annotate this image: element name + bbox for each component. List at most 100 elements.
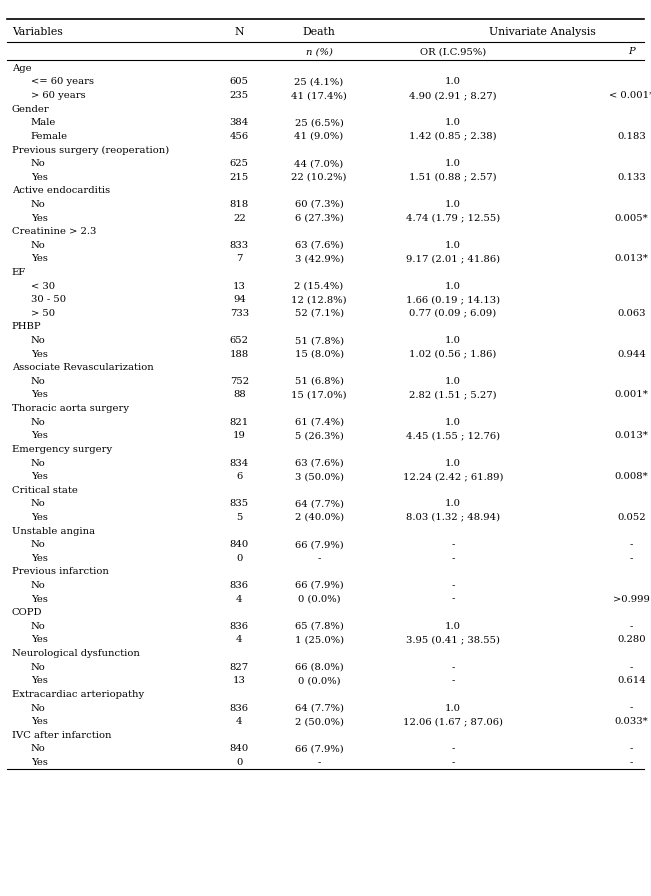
Text: 1.0: 1.0 (445, 159, 461, 168)
Text: 836: 836 (230, 622, 249, 631)
Text: Yes: Yes (31, 676, 48, 685)
Text: 456: 456 (230, 132, 249, 141)
Text: 5 (26.3%): 5 (26.3%) (295, 431, 344, 440)
Text: 4: 4 (236, 595, 243, 604)
Text: No: No (31, 336, 46, 345)
Text: 1.0: 1.0 (445, 459, 461, 468)
Text: No: No (31, 159, 46, 168)
Text: 733: 733 (230, 309, 249, 318)
Text: 836: 836 (230, 703, 249, 712)
Text: 605: 605 (230, 77, 249, 86)
Text: 0.005*: 0.005* (615, 213, 648, 222)
Text: 1.0: 1.0 (445, 703, 461, 712)
Text: > 60 years: > 60 years (31, 91, 85, 100)
Text: Female: Female (31, 132, 68, 141)
Text: 51 (7.8%): 51 (7.8%) (294, 336, 344, 345)
Text: No: No (31, 663, 46, 672)
Text: 0.944: 0.944 (617, 349, 646, 358)
Text: 30 - 50: 30 - 50 (31, 295, 66, 305)
Text: 0.614: 0.614 (617, 676, 646, 685)
Text: -: - (318, 758, 321, 767)
Text: -: - (630, 745, 633, 754)
Text: Yes: Yes (31, 391, 48, 400)
Text: Yes: Yes (31, 173, 48, 182)
Text: Yes: Yes (31, 472, 48, 481)
Text: No: No (31, 622, 46, 631)
Text: 1.0: 1.0 (445, 241, 461, 250)
Text: OR (I.C.95%): OR (I.C.95%) (420, 47, 486, 56)
Text: 835: 835 (230, 499, 249, 508)
Text: 818: 818 (230, 200, 249, 209)
Text: Previous surgery (reoperation): Previous surgery (reoperation) (12, 145, 169, 154)
Text: -: - (451, 758, 455, 767)
Text: 821: 821 (230, 418, 249, 426)
Text: -: - (630, 703, 633, 712)
Text: 1.66 (0.19 ; 14.13): 1.66 (0.19 ; 14.13) (406, 295, 500, 305)
Text: Yes: Yes (31, 554, 48, 563)
Text: 22: 22 (233, 213, 245, 222)
Text: Yes: Yes (31, 717, 48, 726)
Text: 3 (42.9%): 3 (42.9%) (294, 254, 344, 263)
Text: Male: Male (31, 118, 56, 127)
Text: -: - (451, 745, 455, 754)
Text: > 50: > 50 (31, 309, 55, 318)
Text: Creatinine > 2.3: Creatinine > 2.3 (12, 228, 96, 237)
Text: 9.17 (2.01 ; 41.86): 9.17 (2.01 ; 41.86) (406, 254, 500, 263)
Text: 0.008*: 0.008* (615, 472, 648, 481)
Text: 41 (9.0%): 41 (9.0%) (294, 132, 344, 141)
Text: 25 (6.5%): 25 (6.5%) (295, 118, 344, 127)
Text: 188: 188 (230, 349, 249, 358)
Text: 66 (7.9%): 66 (7.9%) (295, 540, 344, 549)
Text: No: No (31, 459, 46, 468)
Text: 3 (50.0%): 3 (50.0%) (295, 472, 344, 481)
Text: No: No (31, 581, 46, 590)
Text: 2 (50.0%): 2 (50.0%) (295, 717, 344, 726)
Text: 94: 94 (233, 295, 246, 305)
Text: 5: 5 (236, 513, 243, 522)
Text: 44 (7.0%): 44 (7.0%) (294, 159, 344, 168)
Text: 88: 88 (233, 391, 245, 400)
Text: -: - (451, 581, 455, 590)
Text: n (%): n (%) (306, 47, 333, 56)
Text: Active endocarditis: Active endocarditis (12, 186, 110, 195)
Text: Emergency surgery: Emergency surgery (12, 445, 112, 454)
Text: 12 (12.8%): 12 (12.8%) (291, 295, 347, 305)
Text: Previous infarction: Previous infarction (12, 567, 109, 576)
Text: 0 (0.0%): 0 (0.0%) (298, 676, 340, 685)
Text: 41 (17.4%): 41 (17.4%) (291, 91, 347, 100)
Text: No: No (31, 418, 46, 426)
Text: 4.45 (1.55 ; 12.76): 4.45 (1.55 ; 12.76) (406, 431, 500, 440)
Text: -: - (630, 554, 633, 563)
Text: < 30: < 30 (31, 281, 55, 290)
Text: 1.0: 1.0 (445, 418, 461, 426)
Text: 834: 834 (230, 459, 249, 468)
Text: 1.0: 1.0 (445, 118, 461, 127)
Text: No: No (31, 241, 46, 250)
Text: 752: 752 (230, 377, 249, 386)
Text: 63 (7.6%): 63 (7.6%) (295, 241, 344, 250)
Text: 0 (0.0%): 0 (0.0%) (298, 595, 340, 604)
Text: 0.133: 0.133 (617, 173, 646, 182)
Text: Variables: Variables (12, 27, 62, 37)
Text: 12.06 (1.67 ; 87.06): 12.06 (1.67 ; 87.06) (403, 717, 503, 726)
Text: <= 60 years: <= 60 years (31, 77, 94, 86)
Text: Yes: Yes (31, 595, 48, 604)
Text: 6 (27.3%): 6 (27.3%) (295, 213, 344, 222)
Text: No: No (31, 745, 46, 754)
Text: Unstable angina: Unstable angina (12, 527, 95, 536)
Text: 66 (7.9%): 66 (7.9%) (295, 745, 344, 754)
Text: 2 (40.0%): 2 (40.0%) (294, 513, 344, 522)
Text: 1.0: 1.0 (445, 377, 461, 386)
Text: 64 (7.7%): 64 (7.7%) (295, 499, 344, 508)
Text: 0.183: 0.183 (617, 132, 646, 141)
Text: 51 (6.8%): 51 (6.8%) (295, 377, 344, 386)
Text: 1.0: 1.0 (445, 336, 461, 345)
Text: 66 (7.9%): 66 (7.9%) (295, 581, 344, 590)
Text: 25 (4.1%): 25 (4.1%) (294, 77, 344, 86)
Text: 1 (25.0%): 1 (25.0%) (294, 635, 344, 644)
Text: 0: 0 (236, 758, 243, 767)
Text: -: - (630, 758, 633, 767)
Text: -: - (451, 554, 455, 563)
Text: 0: 0 (236, 554, 243, 563)
Text: 4.74 (1.79 ; 12.55): 4.74 (1.79 ; 12.55) (406, 213, 500, 222)
